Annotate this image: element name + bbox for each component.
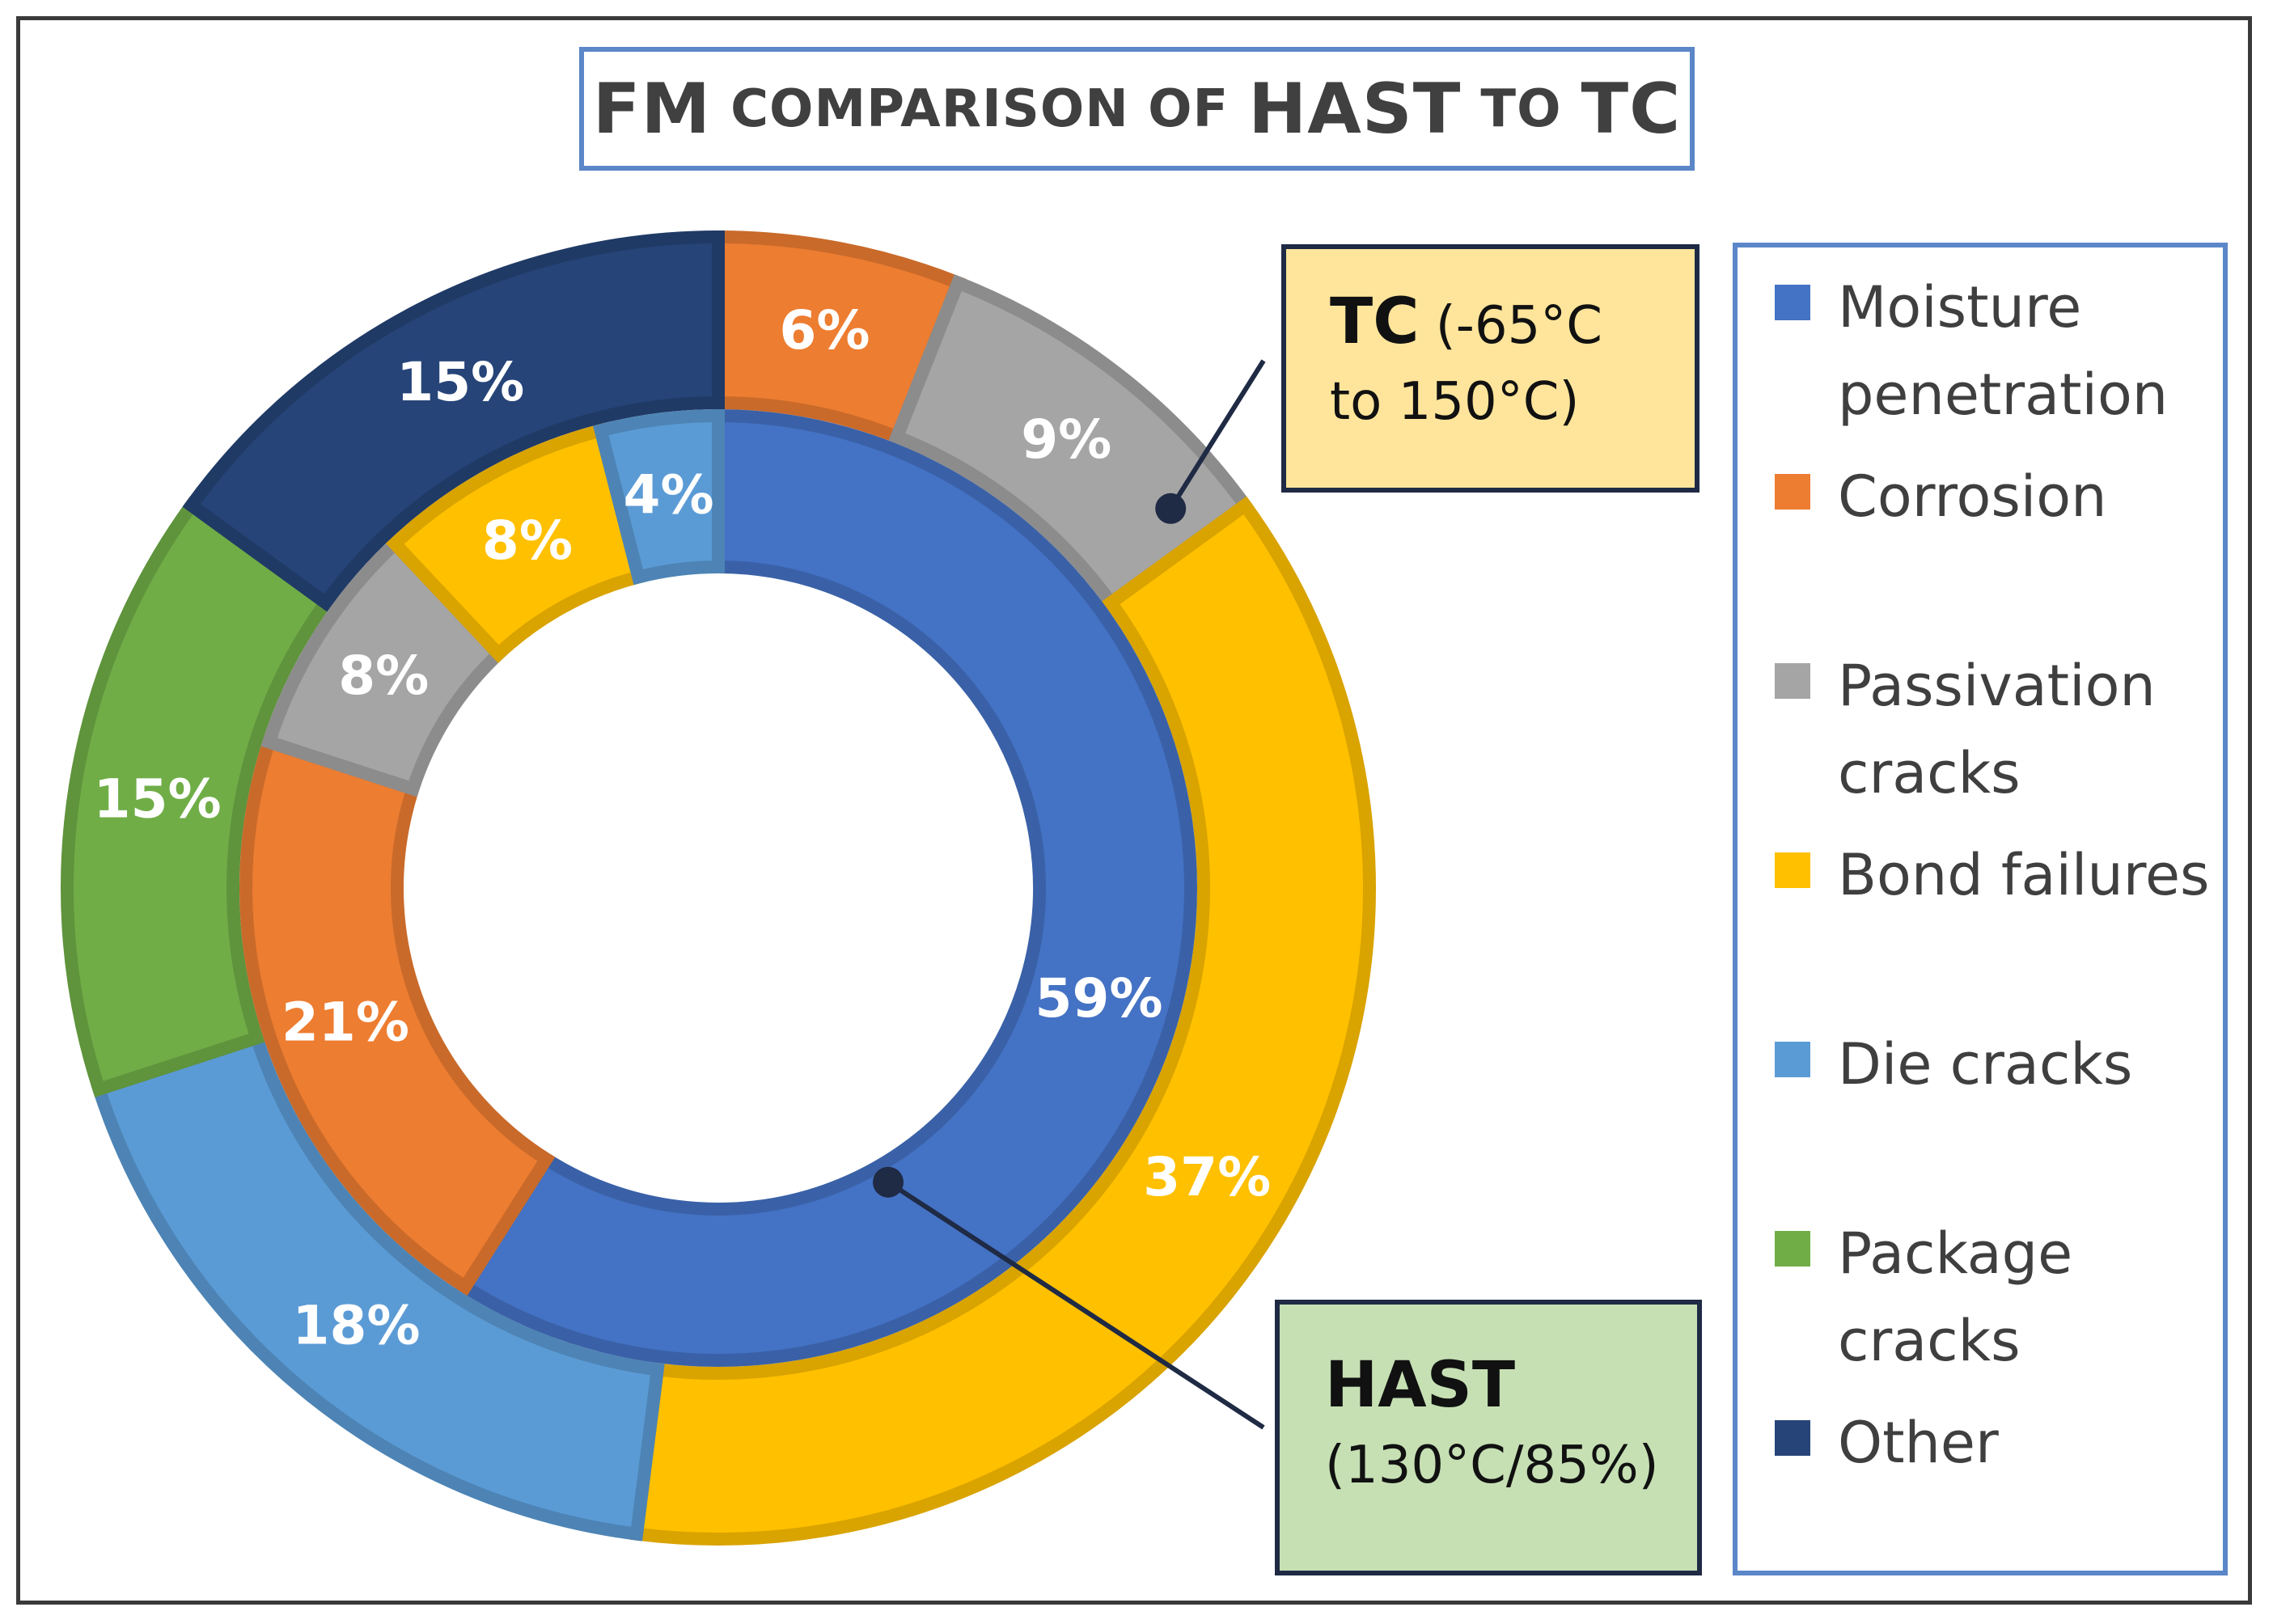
legend-label: Package cracks [1838,1220,2073,1374]
legend-label: Moisture penetration [1838,274,2169,428]
outer-segment-package-cracks [61,496,335,1097]
legend-label: Passivation cracks [1838,653,2156,806]
legend-swatch [1775,285,1810,320]
legend-swatch [1775,1231,1810,1267]
legend-label: Corrosion [1838,463,2107,530]
tc-callout-name: TC [1330,285,1420,358]
legend-label: Other [1838,1410,1999,1476]
outer-segment-die-cracks [91,1030,665,1542]
hast-leader-line [887,1180,1265,1430]
legend-label: Die cracks [1838,1031,2133,1097]
hast-callout-name: HAST [1325,1349,1516,1422]
legend-swatch [1775,1420,1810,1456]
inner-label-bond-failures: 8% [482,510,573,572]
chart-legend: Moisture penetration Corrosion Passivatio… [1733,243,2228,1575]
outer-segment-other [182,230,725,612]
tc-callout: TC (-65°C to 150°C) [1281,244,1699,493]
inner-segment-die-cracks [593,408,725,586]
tc-callout-condition-line1: (-65°C [1435,296,1602,356]
chart-title: FM COMPARISON OF HAST TO TC [579,47,1695,171]
outer-segment-bond-failures [629,496,1376,1546]
legend-swatch [1775,852,1810,888]
hast-callout: HAST (130°C/85%) [1275,1300,1702,1575]
outer-label-corrosion: 6% [780,299,870,362]
segment-labels: 6% 9% 37% 18% 15% 15% 59% 21% 8% 8% 4% [94,299,1272,1356]
inner-ring-hast [239,408,1197,1367]
tc-leader-line [1168,359,1266,510]
title-part-tc: TC [1581,68,1682,150]
hast-callout-condition: (130°C/85%) [1325,1436,1659,1496]
title-part-hast: HAST [1248,68,1462,150]
legend-swatch [1775,474,1810,510]
outer-ring-tc [61,230,1376,1546]
hast-leader-dot [873,1166,904,1198]
legend-swatch [1775,1042,1810,1077]
legend-swatch [1775,663,1810,699]
outer-label-package-cracks: 15% [94,768,222,831]
inner-label-moisture-penetration: 59% [1035,967,1163,1030]
legend-label: Bond failures [1838,842,2210,908]
inner-label-passivation-cracks: 8% [338,645,429,707]
outer-label-bond-failures: 37% [1143,1146,1271,1208]
title-part-comparison: COMPARISON OF [730,78,1230,139]
inner-label-corrosion: 21% [281,991,409,1053]
outer-label-other: 15% [396,351,524,413]
inner-label-die-cracks: 4% [624,463,714,526]
tc-leader-dot [1155,493,1187,524]
title-part-to: TO [1480,78,1562,139]
outer-label-passivation-cracks: 9% [1021,408,1111,471]
inner-segment-moisture-penetration [456,408,1197,1367]
outer-label-die-cracks: 18% [293,1294,421,1356]
inner-segment-corrosion [239,734,556,1296]
title-part-fm: FM [592,68,712,150]
callout-leaders [873,359,1266,1430]
tc-callout-condition-line2: to 150°C) [1330,372,1580,433]
